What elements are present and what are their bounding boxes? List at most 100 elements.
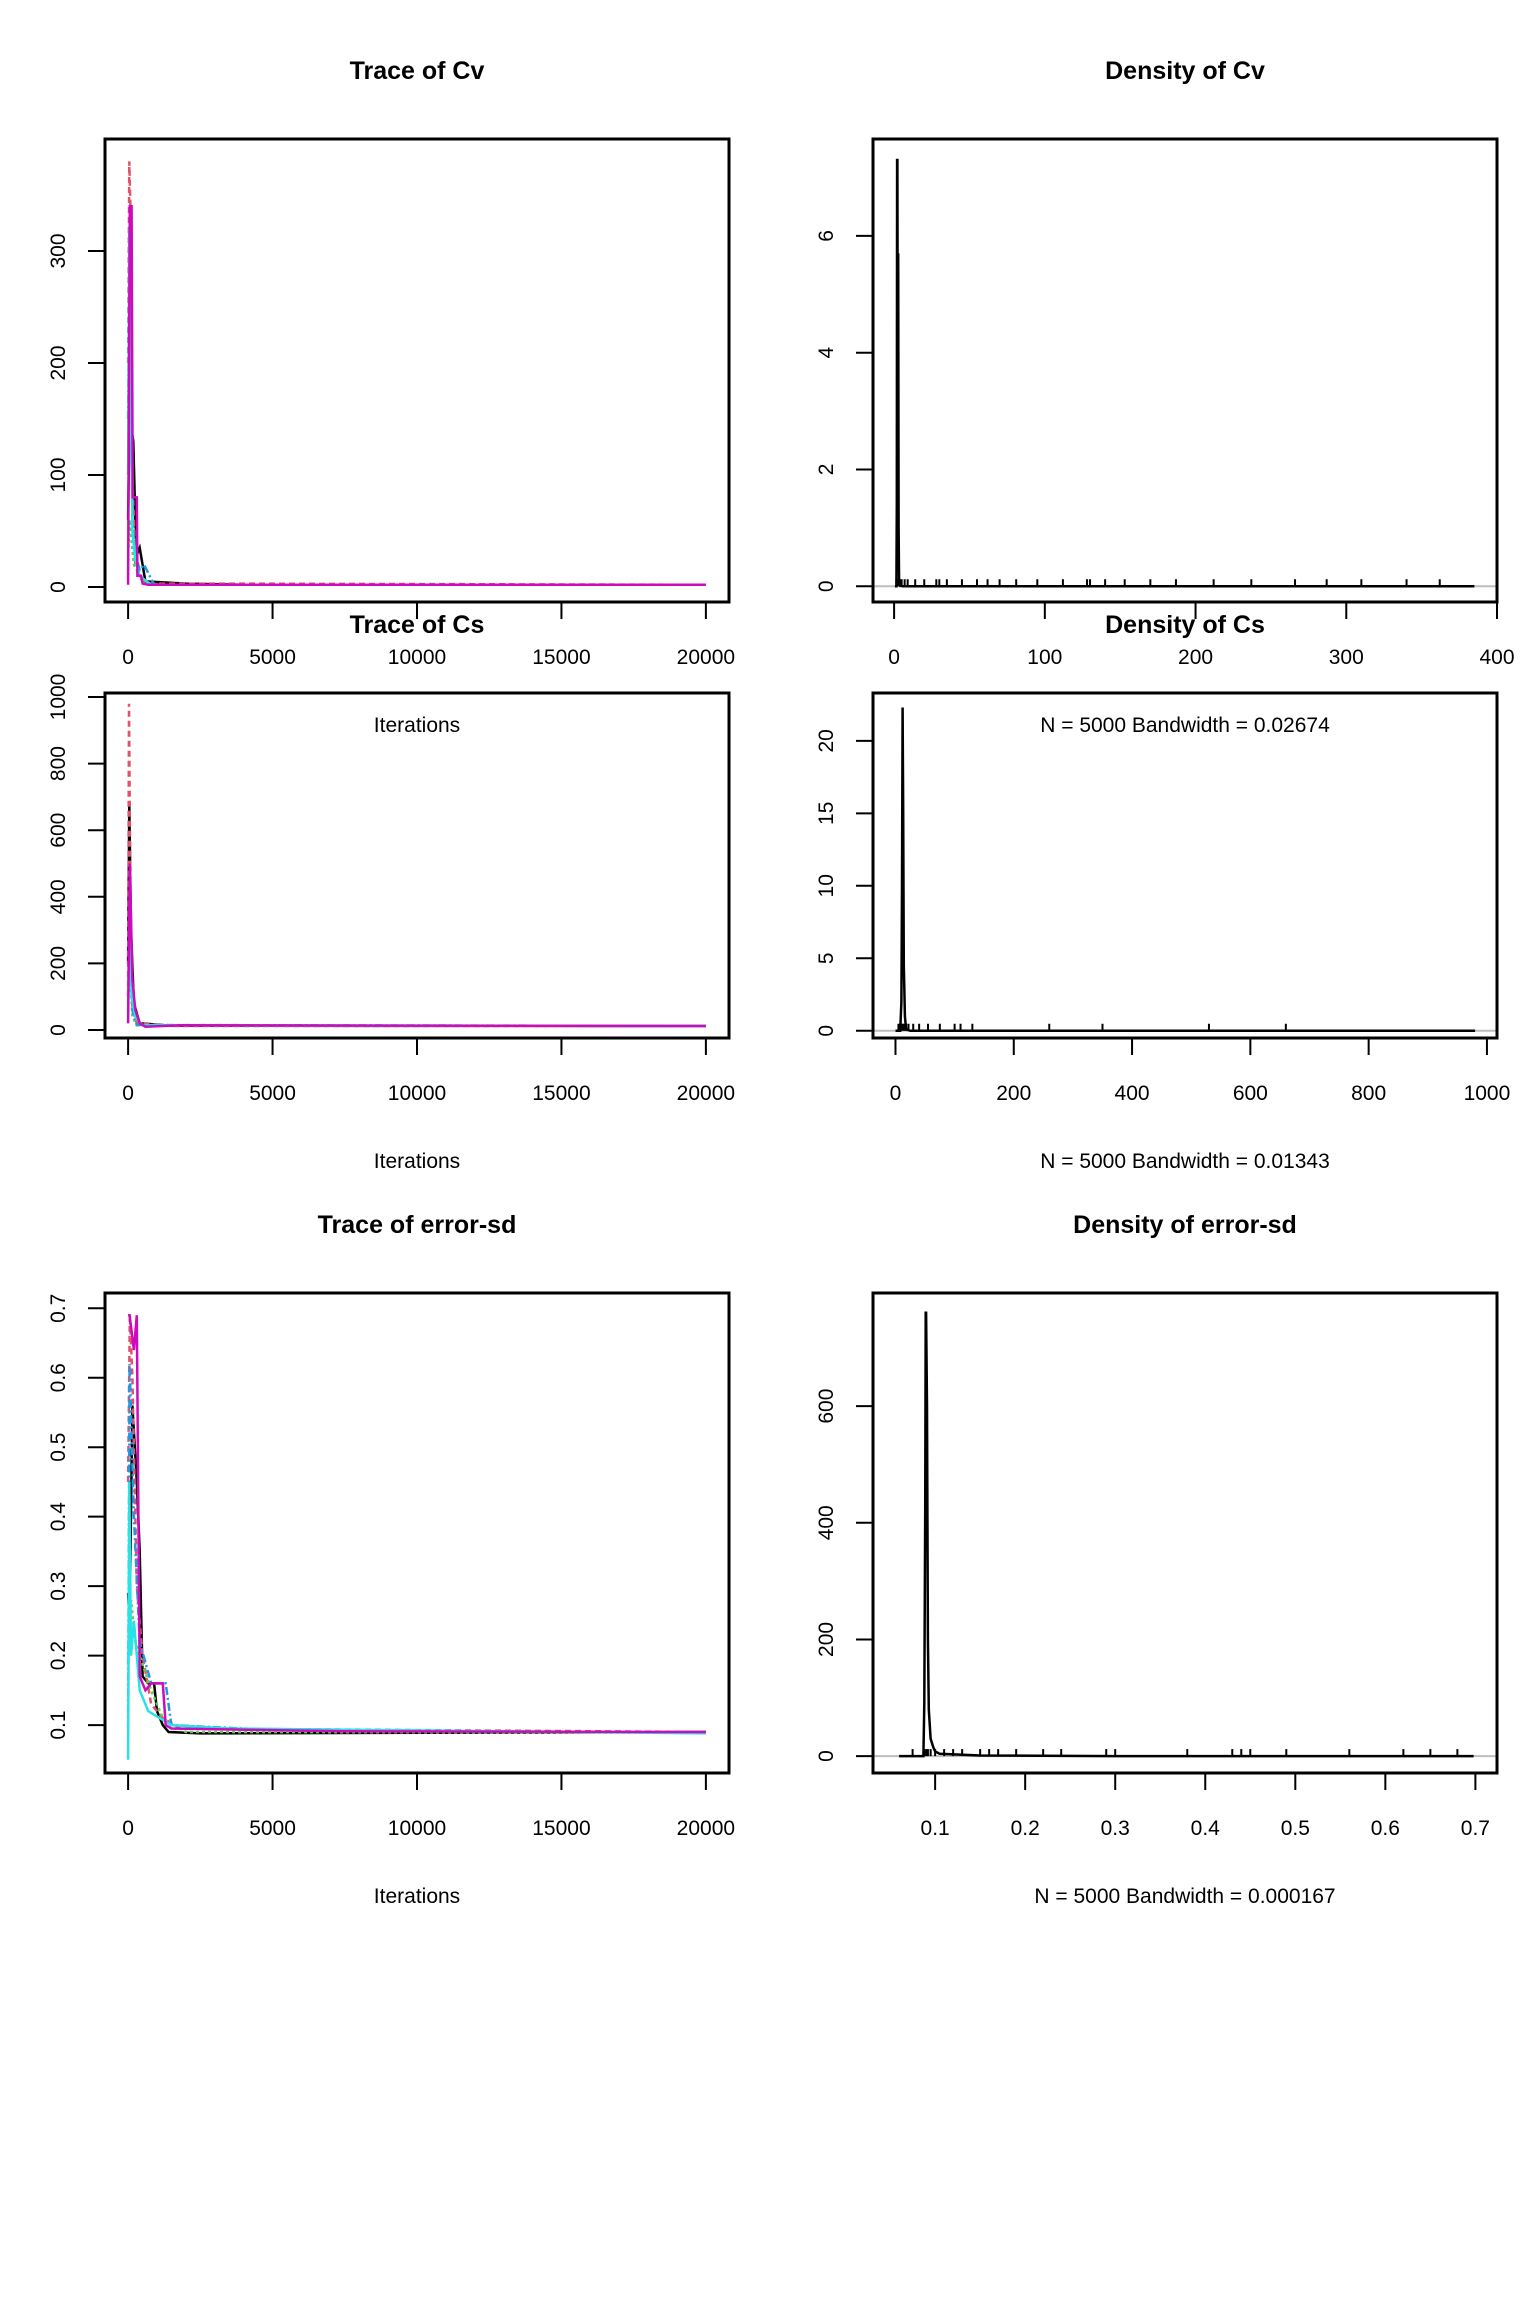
- y-tick-label: 200: [815, 1622, 838, 1657]
- series-line-2: [126, 161, 706, 587]
- x-tick-label: 400: [1115, 1082, 1150, 1105]
- y-tick-label: 6: [815, 230, 838, 242]
- x-tick-label: 600: [1233, 1082, 1268, 1105]
- x-tick-label: 5000: [249, 646, 296, 669]
- series-line-3: [126, 519, 706, 587]
- y-tick-label: 0: [815, 1025, 838, 1037]
- series-line-6: [126, 204, 706, 587]
- y-tick-label: 0.3: [47, 1572, 70, 1601]
- y-tick-label: 300: [47, 233, 70, 268]
- x-tick-label: 5000: [249, 1817, 296, 1840]
- y-tick-label: 200: [47, 946, 70, 981]
- series-line-1: [894, 158, 1475, 588]
- series-line-6: [126, 863, 706, 1028]
- y-tick-label: 0: [47, 1024, 70, 1036]
- panel-title: Density of Cv: [1105, 57, 1265, 85]
- y-tick-label: 20: [815, 729, 838, 752]
- series-line-1: [895, 707, 1476, 1033]
- x-tick-label: 0: [122, 646, 134, 669]
- panel-title: Trace of Cv: [350, 57, 485, 85]
- series-line-1: [126, 803, 706, 1028]
- y-tick-label: 15: [815, 802, 838, 825]
- x-tick-label: 10000: [388, 1817, 446, 1840]
- series-line-4: [126, 930, 706, 1028]
- series-line-6: [128, 1313, 706, 1734]
- x-tick-label: 0.6: [1371, 1817, 1400, 1840]
- panel-5: Trace of error-sd 0 5000 10000 15000 20000 0.1…: [47, 1211, 735, 1908]
- x-tick-label: 0: [890, 1082, 902, 1105]
- x-tick-label: 20000: [677, 1082, 735, 1105]
- x-axis-label: Iterations: [374, 1150, 460, 1173]
- series-line-1: [899, 1311, 1474, 1758]
- x-axis-label: N = 5000 Bandwidth = 0.000167: [1034, 1885, 1335, 1908]
- x-tick-label: 0: [122, 1082, 134, 1105]
- series-line-4: [126, 250, 706, 587]
- plot-box: [103, 691, 731, 1040]
- y-tick-label: 0: [815, 1750, 838, 1762]
- plot-box: [103, 137, 731, 604]
- y-tick-label: 0.5: [47, 1433, 70, 1462]
- x-tick-label: 5000: [249, 1082, 296, 1105]
- y-tick-label: 0.7: [47, 1294, 70, 1323]
- plot-box: [871, 691, 1499, 1040]
- y-tick-label: 4: [815, 347, 838, 359]
- x-tick-label: 800: [1351, 1082, 1386, 1105]
- y-tick-label: 10: [815, 874, 838, 897]
- x-tick-label: 0.4: [1191, 1817, 1221, 1840]
- x-tick-label: 0: [122, 1817, 134, 1840]
- x-tick-label: 0.1: [921, 1817, 950, 1840]
- x-tick-label: 0.2: [1011, 1817, 1040, 1840]
- panel-2: Density of Cv 0 100 200 300 400 0 2 4 6 N = 5000 B…: [815, 57, 1515, 737]
- x-tick-label: 20000: [677, 1817, 735, 1840]
- series-line-3: [126, 1599, 706, 1734]
- y-tick-label: 600: [815, 1389, 838, 1424]
- plot-box: [871, 1291, 1499, 1775]
- series-line-1: [126, 1405, 706, 1735]
- x-tick-label: 400: [1479, 646, 1514, 669]
- y-tick-label: 400: [47, 879, 70, 914]
- y-tick-label: 5: [815, 952, 838, 964]
- y-tick-label: 600: [47, 813, 70, 848]
- y-tick-label: 0: [47, 581, 70, 593]
- x-tick-label: 0.3: [1101, 1817, 1130, 1840]
- series-line-4: [126, 1363, 706, 1734]
- x-tick-label: 200: [996, 1082, 1031, 1105]
- x-tick-label: 20000: [677, 646, 735, 669]
- panel-title: Trace of Cs: [350, 611, 485, 639]
- panel-title: Trace of error-sd: [318, 1211, 517, 1239]
- x-tick-label: 300: [1329, 646, 1364, 669]
- y-tick-label: 2: [815, 464, 838, 476]
- x-tick-label: 200: [1178, 646, 1213, 669]
- panel-6: Density of error-sd 0.1 0.2 0.3 0.4 0.5 0.6 0.7…: [815, 1211, 1499, 1908]
- panel-1: Trace of Cv 0 5000 10000 15000 20000 0 100 200 30…: [47, 57, 735, 737]
- plot-box: [103, 1291, 731, 1775]
- panel-title: Density of Cs: [1105, 611, 1265, 639]
- y-tick-label: 200: [47, 345, 70, 380]
- series-line-5: [126, 913, 706, 1028]
- panel-4: Density of Cs0 200 400 600 800 100005101520N …: [815, 611, 1510, 1173]
- x-axis-label: N = 5000 Bandwidth = 0.02674: [1040, 714, 1330, 737]
- x-tick-label: 15000: [532, 1817, 590, 1840]
- y-tick-label: 0.2: [47, 1641, 70, 1670]
- series-line-5: [126, 1481, 706, 1760]
- y-tick-label: 0.4: [47, 1502, 70, 1532]
- y-tick-label: 400: [815, 1505, 838, 1540]
- y-tick-label: 800: [47, 746, 70, 781]
- x-tick-label: 100: [1027, 646, 1062, 669]
- x-tick-label: 15000: [532, 1082, 590, 1105]
- x-tick-label: 15000: [532, 646, 590, 669]
- x-axis-label: Iterations: [374, 1885, 460, 1908]
- y-tick-label: 0.1: [47, 1710, 70, 1739]
- series-line-2: [126, 1315, 706, 1734]
- series-line-3: [126, 963, 706, 1028]
- y-tick-label: 100: [47, 457, 70, 492]
- panel-3: Trace of Cs 0 5000 10000 15000 20000 0 200 400 60…: [47, 611, 735, 1173]
- x-tick-label: 0.5: [1281, 1817, 1310, 1840]
- x-tick-label: 10000: [388, 646, 446, 669]
- series-line-1: [126, 396, 706, 587]
- x-axis-label: N = 5000 Bandwidth = 0.01343: [1040, 1150, 1330, 1173]
- x-axis-label: Iterations: [374, 714, 460, 737]
- y-tick-label: 0.6: [47, 1363, 70, 1392]
- plot-box: [871, 137, 1499, 604]
